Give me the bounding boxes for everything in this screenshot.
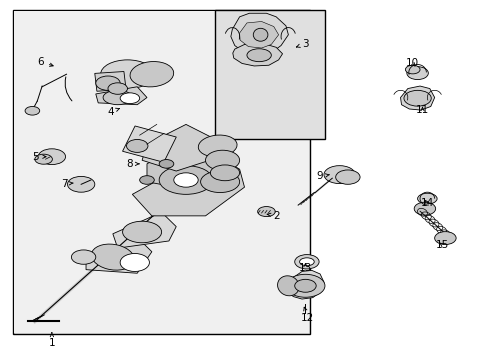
Polygon shape <box>86 237 152 273</box>
Ellipse shape <box>246 49 271 62</box>
Ellipse shape <box>210 165 239 181</box>
Ellipse shape <box>277 276 299 296</box>
Polygon shape <box>96 87 147 105</box>
Text: 8: 8 <box>126 159 139 169</box>
Polygon shape <box>232 43 282 66</box>
Ellipse shape <box>173 173 198 187</box>
Ellipse shape <box>108 83 127 94</box>
Bar <box>95 72 126 91</box>
Ellipse shape <box>96 76 120 90</box>
Ellipse shape <box>198 135 237 157</box>
Text: 2: 2 <box>266 211 279 221</box>
Ellipse shape <box>324 166 354 184</box>
Ellipse shape <box>417 193 436 204</box>
Polygon shape <box>436 232 452 244</box>
Ellipse shape <box>159 166 212 194</box>
Ellipse shape <box>71 250 96 264</box>
Text: 6: 6 <box>37 57 53 67</box>
Ellipse shape <box>403 90 430 106</box>
Ellipse shape <box>413 202 435 215</box>
Bar <box>215 10 325 139</box>
Polygon shape <box>415 203 431 214</box>
Ellipse shape <box>120 253 149 271</box>
Polygon shape <box>142 125 224 171</box>
Ellipse shape <box>38 149 65 165</box>
Text: 7: 7 <box>61 179 73 189</box>
Bar <box>122 126 176 162</box>
Text: 5: 5 <box>32 152 46 162</box>
Polygon shape <box>113 212 176 248</box>
Ellipse shape <box>130 62 173 87</box>
Polygon shape <box>239 22 278 48</box>
Ellipse shape <box>294 279 316 292</box>
Ellipse shape <box>405 65 419 74</box>
Ellipse shape <box>103 90 132 105</box>
Ellipse shape <box>335 170 359 184</box>
Ellipse shape <box>253 28 267 41</box>
Ellipse shape <box>299 258 314 266</box>
Text: 12: 12 <box>301 307 314 323</box>
Ellipse shape <box>120 93 140 104</box>
Text: 13: 13 <box>298 263 311 273</box>
Ellipse shape <box>159 159 173 168</box>
Text: 1: 1 <box>48 333 55 348</box>
Text: 14: 14 <box>420 198 433 208</box>
Polygon shape <box>400 86 434 110</box>
Polygon shape <box>230 13 288 56</box>
Ellipse shape <box>35 154 52 164</box>
Ellipse shape <box>126 139 148 152</box>
Bar <box>14 11 308 333</box>
Bar <box>13 10 310 334</box>
Ellipse shape <box>294 255 319 269</box>
Ellipse shape <box>205 150 239 170</box>
Text: 4: 4 <box>107 107 119 117</box>
Ellipse shape <box>285 274 325 297</box>
Text: 11: 11 <box>415 105 428 115</box>
Polygon shape <box>132 151 244 216</box>
Ellipse shape <box>140 176 154 184</box>
Text: 10: 10 <box>406 58 418 68</box>
Ellipse shape <box>101 60 154 89</box>
Text: 3: 3 <box>296 39 308 49</box>
Ellipse shape <box>434 231 455 244</box>
Ellipse shape <box>25 107 40 115</box>
Ellipse shape <box>122 221 161 243</box>
Ellipse shape <box>67 176 95 192</box>
Ellipse shape <box>406 67 427 80</box>
Ellipse shape <box>200 171 239 193</box>
Polygon shape <box>147 135 229 189</box>
Polygon shape <box>287 270 324 299</box>
Text: 9: 9 <box>316 171 328 181</box>
Ellipse shape <box>91 244 134 270</box>
Text: 15: 15 <box>434 239 447 249</box>
Ellipse shape <box>257 207 275 217</box>
